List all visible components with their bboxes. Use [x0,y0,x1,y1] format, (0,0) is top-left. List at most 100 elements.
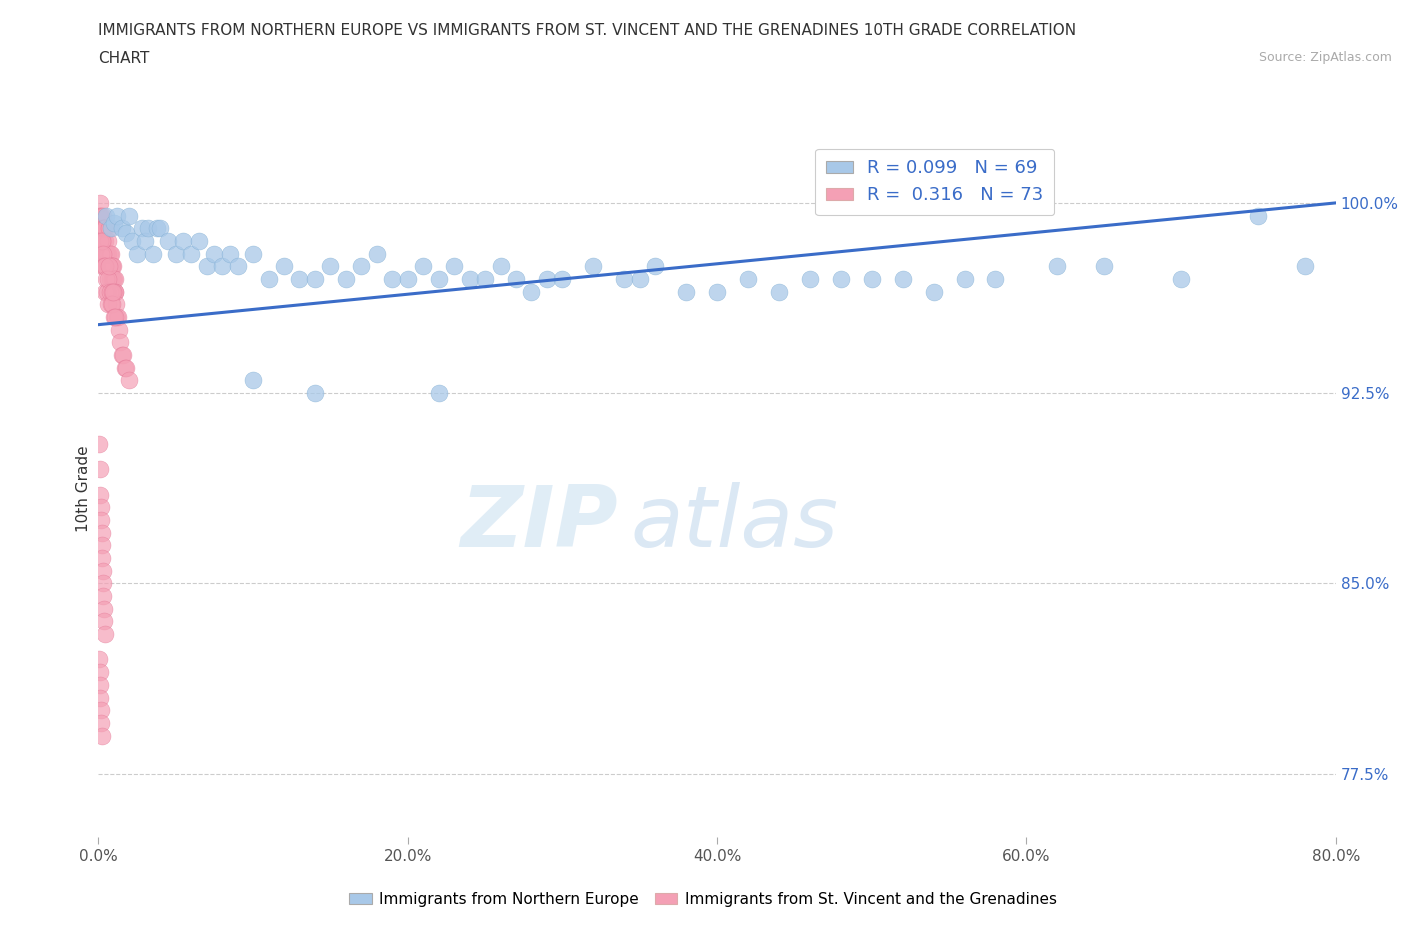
Point [458,272,481,286]
Point [104,310,127,325]
Point [91,551,114,565]
Point [90,499,112,514]
Point [675,285,697,299]
Point [830,272,852,286]
Point [97,233,120,248]
Text: Source: ZipAtlas.com: Source: ZipAtlas.com [1258,51,1392,64]
Point [103,310,125,325]
Point [90,525,112,540]
Point [97,259,120,273]
Point [489,259,512,273]
Point [644,259,666,273]
Point [582,259,605,273]
Point [93,589,115,604]
Point [536,272,558,286]
Point [551,272,574,286]
Point [288,272,311,286]
Point [180,246,202,261]
Point [101,285,124,299]
Point [226,259,249,273]
Point [96,246,118,261]
Point [211,259,233,273]
Point [91,220,114,235]
Point [96,259,118,273]
Point [93,602,115,617]
Point [799,272,821,286]
Point [94,220,117,235]
Point [100,272,122,286]
Point [860,272,883,286]
Point [101,272,124,286]
Point [96,272,118,286]
Point [93,259,115,273]
Point [188,233,211,248]
Point [93,220,115,235]
Point [1247,208,1270,223]
Y-axis label: 10th Grade: 10th Grade [76,445,91,532]
Point [100,272,122,286]
Point [93,614,115,629]
Point [98,259,121,273]
Point [257,272,280,286]
Point [149,220,172,235]
Point [273,259,295,273]
Point [89,220,111,235]
Point [1092,259,1115,273]
Point [1046,259,1069,273]
Point [108,335,131,350]
Point [127,246,149,261]
Point [93,246,115,261]
Point [96,259,118,273]
Point [96,208,118,223]
Point [1170,272,1192,286]
Point [98,285,121,299]
Point [90,728,112,743]
Point [115,360,138,375]
Point [89,665,111,680]
Point [100,220,122,235]
Point [101,259,124,273]
Point [768,285,790,299]
Point [96,285,118,299]
Point [103,272,125,286]
Point [146,220,169,235]
Point [412,259,434,273]
Point [204,246,226,261]
Point [953,272,976,286]
Point [474,272,496,286]
Point [90,512,112,527]
Point [94,285,117,299]
Point [891,272,914,286]
Point [142,246,165,261]
Point [97,259,120,273]
Point [93,259,115,273]
Point [91,259,114,273]
Text: ZIP: ZIP [460,482,619,565]
Point [107,323,129,338]
Point [134,233,156,248]
Point [101,259,124,273]
Point [613,272,636,286]
Point [93,627,115,642]
Point [101,259,124,273]
Point [91,233,114,248]
Point [89,208,111,223]
Point [165,246,187,261]
Point [157,233,180,248]
Point [93,233,115,248]
Point [98,220,121,235]
Point [114,360,136,375]
Text: CHART: CHART [98,51,150,66]
Point [922,285,945,299]
Point [103,216,125,231]
Point [100,297,122,312]
Point [381,272,404,286]
Point [427,272,450,286]
Point [94,246,117,261]
Point [90,233,112,248]
Point [111,348,134,363]
Point [242,246,264,261]
Point [90,220,112,235]
Point [366,246,388,261]
Point [90,246,112,261]
